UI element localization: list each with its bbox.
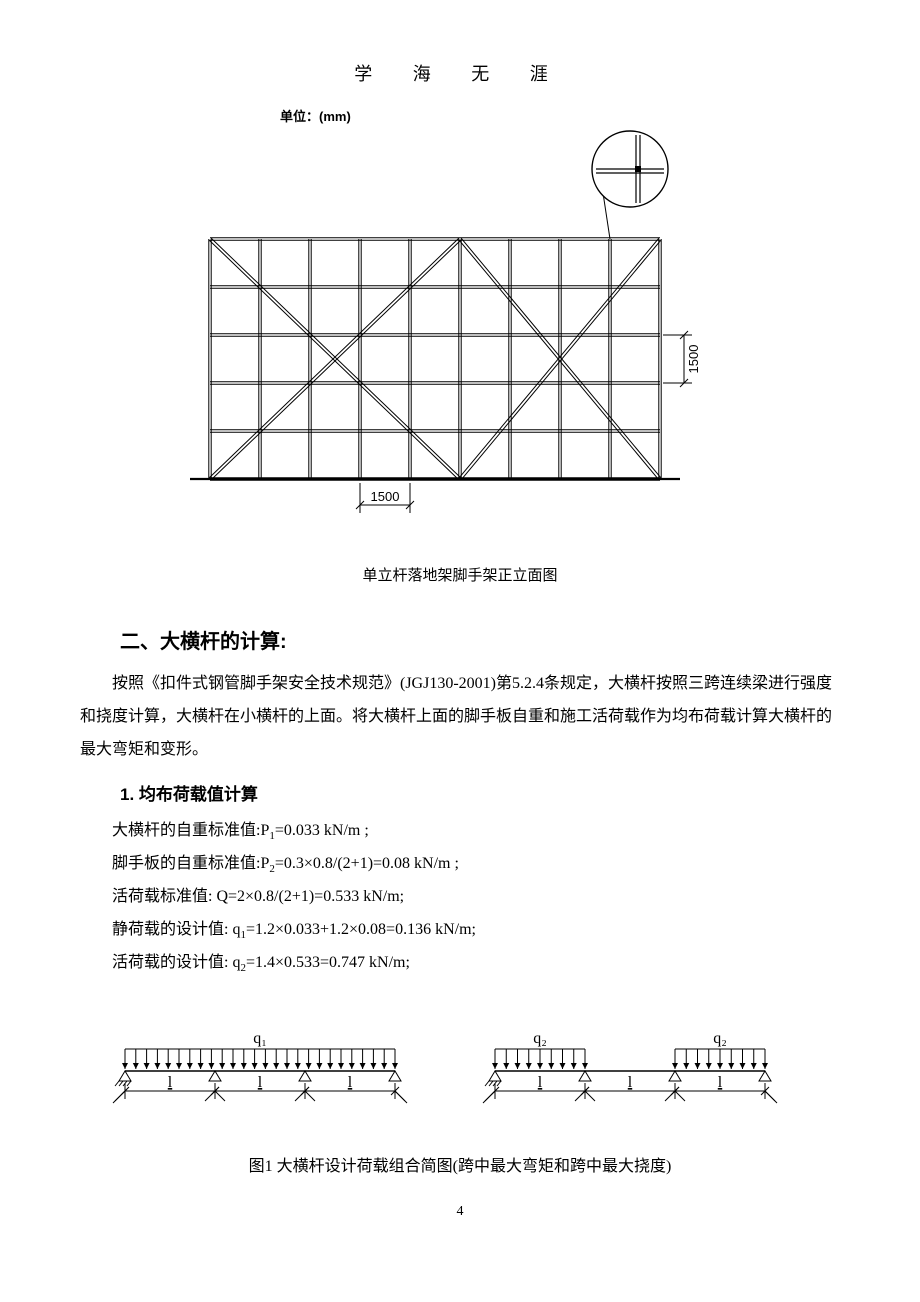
calc-line: 静荷载的设计值: q1=1.2×0.033+1.2×0.08=0.136 kN/…: [80, 914, 840, 947]
page-header: 学 海 无 涯: [80, 60, 840, 86]
calc-line: 大横杆的自重标准值:P1=0.033 kN/m ;: [80, 815, 840, 848]
page-number: 4: [80, 1204, 840, 1220]
svg-text:1500: 1500: [686, 345, 701, 374]
svg-text:1500: 1500: [371, 489, 400, 504]
svg-text:l: l: [348, 1074, 353, 1091]
unit-label: 单位：(mm): [280, 106, 840, 125]
load-diagram-figure: q₁ l l l q₂ q₂ l l l: [80, 1029, 840, 1124]
section-2-paragraph: 按照《扣件式钢管脚手架安全技术规范》(JGJ130-2001)第5.2.4条规定…: [80, 668, 840, 766]
section-2-heading: 二、大横杆的计算:: [120, 625, 840, 654]
svg-text:l: l: [538, 1074, 543, 1091]
fig1-caption: 单立杆落地架脚手架正立面图: [80, 564, 840, 585]
fig2-caption: 图1 大横杆设计荷载组合简图(跨中最大弯矩和跨中最大挠度): [80, 1152, 840, 1176]
svg-text:l: l: [718, 1074, 723, 1091]
calculation-lines: 大横杆的自重标准值:P1=0.033 kN/m ;脚手板的自重标准值:P2=0.…: [80, 815, 840, 979]
svg-text:l: l: [168, 1074, 173, 1091]
svg-text:q₂: q₂: [713, 1030, 727, 1047]
svg-text:q₁: q₁: [253, 1030, 267, 1047]
svg-text:l: l: [628, 1074, 633, 1091]
svg-text:q₂: q₂: [533, 1030, 547, 1047]
scaffold-elevation-figure: 1500 1500: [80, 129, 840, 554]
svg-text:l: l: [258, 1074, 263, 1091]
calc-line: 活荷载的设计值: q2=1.4×0.533=0.747 kN/m;: [80, 947, 840, 980]
calc-line: 活荷载标准值: Q=2×0.8/(2+1)=0.533 kN/m;: [80, 881, 840, 914]
calc-line: 脚手板的自重标准值:P2=0.3×0.8/(2+1)=0.08 kN/m ;: [80, 848, 840, 881]
subsection-1-heading: 1. 均布荷载值计算: [120, 780, 840, 805]
